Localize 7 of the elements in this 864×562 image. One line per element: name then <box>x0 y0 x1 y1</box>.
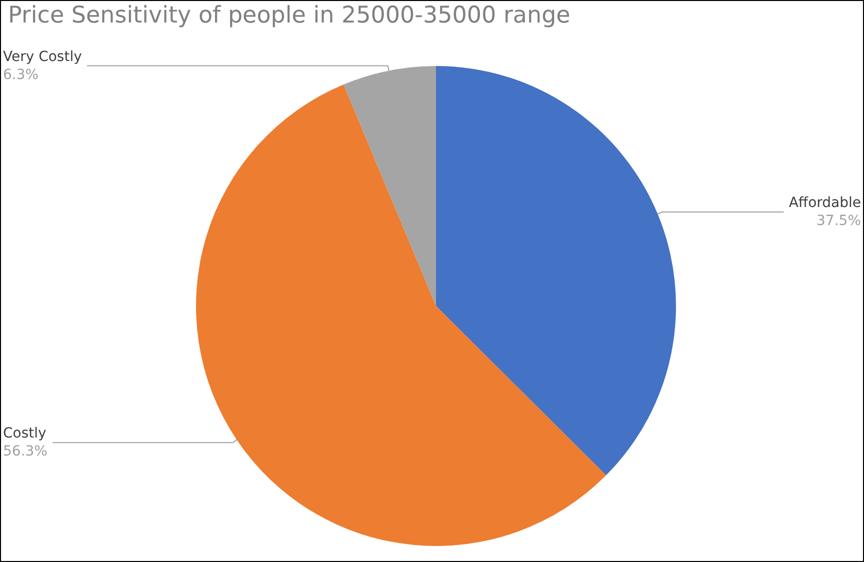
slice-label: Affordable <box>788 194 861 211</box>
slice-label: Costly <box>3 426 46 442</box>
data-label: 56.3% <box>3 444 48 460</box>
chart-title: Price Sensitivity of people in 25000-35000 range <box>8 2 570 28</box>
slice-label: Very Costly <box>3 48 82 65</box>
data-label: 37.5% <box>816 212 861 229</box>
data-label: 6.3% <box>3 66 39 83</box>
